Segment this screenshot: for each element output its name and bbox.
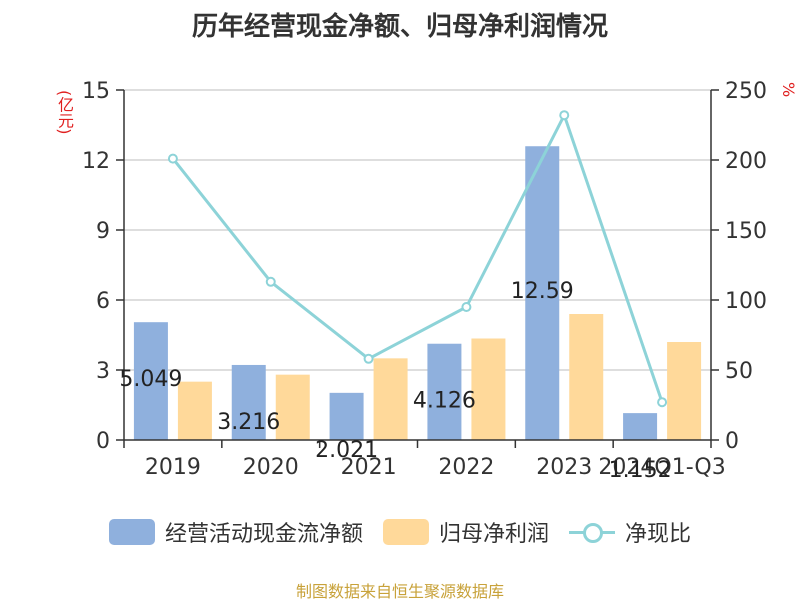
data-label-cash-flow: 4.126 xyxy=(413,389,476,414)
bar-cash-flow xyxy=(231,364,266,440)
ratio-line-path xyxy=(171,111,664,403)
bar-cash-flow xyxy=(623,413,658,440)
left-axis-tick-label: 3 xyxy=(96,359,110,384)
gridlines xyxy=(124,89,711,371)
data-label-cash-flow: 2.021 xyxy=(315,438,378,463)
left-axis-tick-label: 9 xyxy=(96,219,110,244)
bar-net-profit xyxy=(373,358,408,440)
bar-net-profit xyxy=(569,314,604,440)
data-label-cash-flow: 1.152 xyxy=(609,458,672,483)
left-axis-tick-label: 6 xyxy=(96,289,110,314)
ratio-point xyxy=(461,302,472,312)
right-axis-tick-label: 150 xyxy=(725,219,767,244)
left-axis-tick-label: 0 xyxy=(96,429,110,454)
data-label-cash-flow: 3.216 xyxy=(217,410,280,435)
ratio-point xyxy=(657,397,668,408)
bar-cash-flow xyxy=(525,146,560,440)
bar-net-profit xyxy=(471,338,506,440)
right-axis-tick-label: 0 xyxy=(725,429,739,454)
bars xyxy=(133,146,702,440)
x-axis-tick-label: 2020 xyxy=(243,455,299,480)
legend-swatch-net-profit xyxy=(382,519,429,545)
right-axis-tick-label: 250 xyxy=(725,79,767,104)
x-axis-tick-label: 2019 xyxy=(145,455,201,480)
right-axis-tick-label: 200 xyxy=(725,149,767,174)
legend: 经营活动现金流净额 归母净利润 净现比 xyxy=(0,516,800,548)
data-labels: 5.049 3.216 2.021 4.126 12.59 1.152 xyxy=(119,279,671,483)
x-axis-tick-label: 2021 xyxy=(341,455,397,480)
bar-net-profit xyxy=(275,374,310,440)
ratio-line xyxy=(167,110,668,408)
chart-title: 历年经营现金净额、归母净利润情况 xyxy=(191,12,608,42)
bar-cash-flow xyxy=(427,343,462,440)
legend-label-ratio: 净现比 xyxy=(625,522,692,547)
ratio-point xyxy=(167,153,178,164)
legend-item-ratio[interactable]: 净现比 xyxy=(569,516,691,548)
x-axis-tick-label: 2023 xyxy=(536,455,592,480)
ratio-point xyxy=(559,110,570,121)
legend-item-net-profit[interactable]: 归母净利润 xyxy=(382,516,549,548)
bar-net-profit xyxy=(177,381,212,440)
source-note: 制图数据来自恒生聚源数据库 xyxy=(295,582,504,601)
left-axis-unit: (亿元) xyxy=(55,90,74,135)
ratio-point xyxy=(363,353,374,364)
right-axis-tick-label: 50 xyxy=(725,359,753,384)
ratio-point xyxy=(265,276,276,287)
data-label-cash-flow: 12.59 xyxy=(511,279,574,304)
right-axis-unit: % xyxy=(779,82,798,98)
legend-label-cash-flow: 经营活动现金流净额 xyxy=(164,522,363,547)
legend-item-cash-flow[interactable]: 经营活动现金流净额 xyxy=(108,516,363,548)
legend-swatch-cash-flow xyxy=(108,519,155,545)
legend-swatch-ratio xyxy=(569,519,615,545)
data-label-cash-flow: 5.049 xyxy=(119,367,182,392)
x-axis-tick-label: 2022 xyxy=(438,455,494,480)
bar-cash-flow xyxy=(133,322,168,440)
bar-cash-flow xyxy=(329,392,364,440)
left-axis-tick-label: 15 xyxy=(82,79,110,104)
right-axis-tick-label: 100 xyxy=(725,289,767,314)
x-axis-tick-label: 2024Q1-Q3 xyxy=(598,455,725,480)
left-axis-tick-label: 12 xyxy=(82,149,110,174)
legend-label-net-profit: 归母净利润 xyxy=(438,522,549,547)
bar-net-profit xyxy=(667,342,702,440)
